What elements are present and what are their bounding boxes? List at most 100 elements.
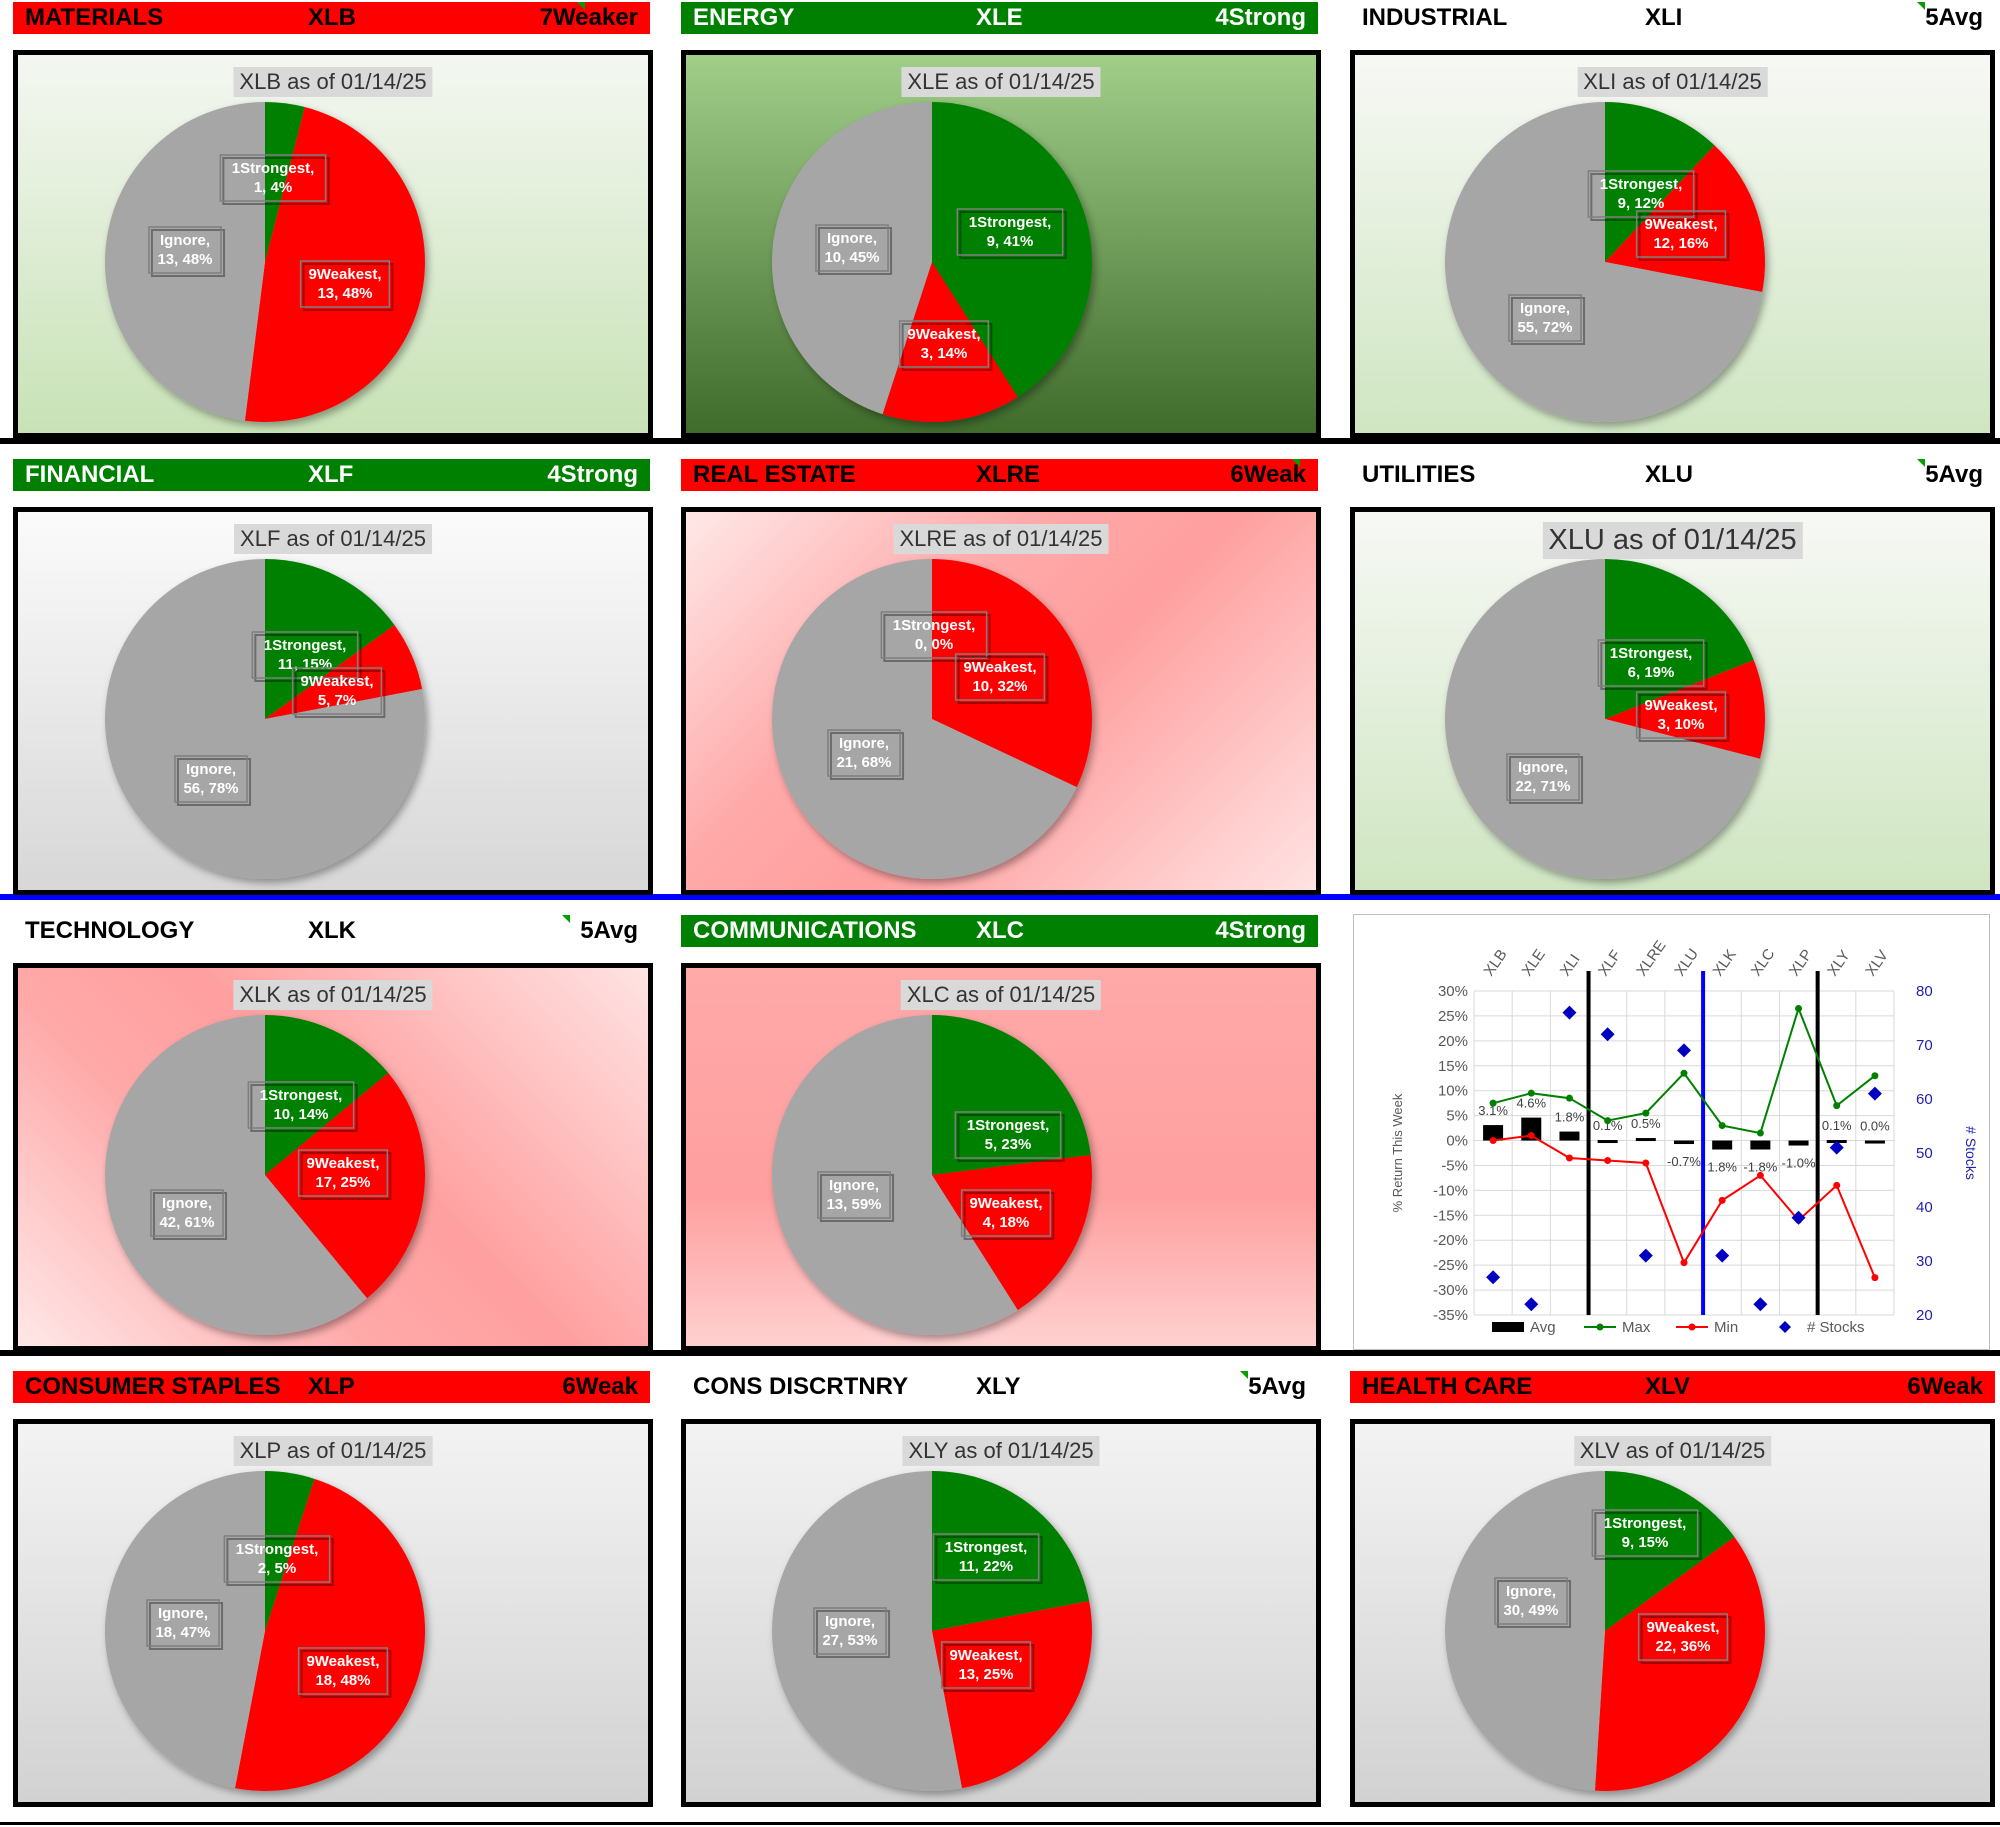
svg-text:Min: Min [1714, 1319, 1738, 1336]
slice-weakest [932, 1154, 1093, 1311]
avg-data-label: 0.1% [1822, 1118, 1852, 1133]
slice-label: 1Strongest, 9, 12% [1587, 170, 1698, 221]
sector-ticker: XLC [976, 917, 1024, 944]
sector-rating: 5Avg [1248, 1373, 1306, 1400]
svg-text:9Weakest,22, 36%: 9Weakest, 22, 36% [1646, 1619, 1719, 1655]
avg-data-label: 1.8% [1707, 1160, 1737, 1175]
slice-weakest [932, 559, 1092, 788]
pie-title: XLB as of 01/14/25 [233, 67, 433, 97]
sector-name: CONSUMER STAPLES [25, 1373, 281, 1400]
slice-weakest [265, 1073, 425, 1299]
slice-strongest [1605, 559, 1754, 719]
y2-tick-label: 80 [1916, 983, 1933, 1000]
slice-ignore [104, 102, 265, 421]
stocks-count-marker [1791, 1210, 1806, 1225]
svg-text:9Weakest,3, 10%: 9Weakest, 3, 10% [1644, 697, 1717, 733]
x-category-label: XLP [1786, 946, 1816, 979]
y2-tick-label: 60 [1916, 1091, 1933, 1108]
y2-tick-label: 30 [1916, 1253, 1933, 1270]
max-point [1527, 1089, 1535, 1097]
pie-chart: 1Strongest, 9, 15% 9Weakest, 22, 36% Ignore,… [1445, 1471, 1765, 1791]
min-point [1527, 1132, 1535, 1140]
comment-indicator [1240, 1371, 1248, 1379]
sector-rating: 5Avg [1925, 4, 1983, 31]
row-separator [0, 1350, 2000, 1356]
sector-header-xlu: UTILITIES XLU 5Avg [1350, 459, 1995, 491]
min-point [1604, 1156, 1612, 1164]
min-point [1489, 1137, 1497, 1145]
svg-text:Ignore,13, 59%: Ignore, 13, 59% [826, 1177, 881, 1213]
svg-text:1Strongest,9, 41%: 1Strongest, 9, 41% [969, 214, 1052, 250]
slice-weakest [235, 1478, 426, 1792]
min-point [1680, 1259, 1688, 1267]
y-axis-title: % Return This Week [1390, 1093, 1405, 1212]
sector-header-xlb: MATERIALS XLB 7Weaker [13, 2, 650, 34]
avg-data-label: 0.5% [1631, 1116, 1661, 1131]
sector-header-xlv: HEALTH CARE XLV 6Weak [1350, 1371, 1995, 1403]
svg-text:9Weakest,4, 18%: 9Weakest, 4, 18% [969, 1195, 1042, 1231]
sector-ticker: XLP [308, 1373, 355, 1400]
avg-bar [1674, 1140, 1694, 1145]
sector-header-xle: ENERGY XLE 4Strong [681, 2, 1318, 34]
y-tick-label: -15% [1433, 1207, 1468, 1224]
y2-tick-label: 40 [1916, 1199, 1933, 1216]
slice-strongest [265, 102, 305, 262]
avg-bar [1483, 1125, 1504, 1141]
pie-title: XLY as of 01/14/25 [902, 1436, 1100, 1466]
sector-ticker: XLY [976, 1373, 1021, 1400]
svg-text:9Weakest,13, 25%: 9Weakest, 13, 25% [949, 1647, 1022, 1683]
slice-label: 1Strongest, 9, 15% [1591, 1509, 1702, 1560]
avg-data-label: -0.7% [1667, 1154, 1701, 1169]
slice-label: Ignore, 27, 53% [813, 1607, 891, 1658]
slice-ignore [1445, 1471, 1605, 1791]
comment-indicator [1917, 459, 1925, 467]
legend-item: Min [1676, 1319, 1738, 1336]
avg-data-label: 0.0% [1860, 1119, 1890, 1134]
slice-strongest [932, 1471, 1090, 1631]
sector-rating: 4Strong [547, 461, 638, 488]
svg-text:Max: Max [1622, 1319, 1651, 1336]
svg-text:1Strongest,2, 5%: 1Strongest, 2, 5% [236, 1541, 319, 1577]
slice-label: 9Weakest, 22, 36% [1637, 1613, 1732, 1664]
max-point [1604, 1117, 1612, 1125]
pie-title: XLI as of 01/14/25 [1577, 67, 1768, 97]
y-tick-label: 0% [1446, 1133, 1468, 1150]
slice-label: 9Weakest, 12, 16% [1635, 210, 1730, 261]
min-point [1565, 1154, 1573, 1162]
sector-header-xlp: CONSUMER STAPLES XLP 6Weak [13, 1371, 650, 1403]
slice-ignore [772, 1471, 962, 1791]
y-tick-label: -5% [1441, 1157, 1468, 1174]
svg-text:Ignore,55, 72%: Ignore, 55, 72% [1517, 300, 1572, 336]
comment-indicator [1292, 459, 1300, 467]
slice-label: 1Strongest, 0, 0% [880, 611, 991, 662]
y2-axis-title: # Stocks [1963, 1126, 1979, 1180]
avg-bar [1521, 1117, 1542, 1141]
sector-name: REAL ESTATE [693, 461, 856, 488]
slice-label: Ignore, 21, 68% [827, 729, 905, 780]
avg-bar [1712, 1140, 1733, 1150]
sector-ticker: XLK [308, 917, 356, 944]
y-tick-label: 5% [1446, 1108, 1468, 1125]
x-category-label: XLRE [1633, 937, 1669, 979]
pie-title: XLK as of 01/14/25 [233, 980, 433, 1010]
svg-text:Ignore,42, 61%: Ignore, 42, 61% [159, 1195, 214, 1231]
sector-rating: 6Weak [1907, 1373, 1983, 1400]
slice-weakest [1594, 1536, 1765, 1791]
svg-text:9Weakest,12, 16%: 9Weakest, 12, 16% [1644, 216, 1717, 252]
sector-name: INDUSTRIAL [1362, 4, 1508, 31]
pie-chart: 1Strongest, 5, 23% 9Weakest, 4, 18% Ignore, 1… [771, 1015, 1093, 1335]
slice-label: Ignore, 42, 61% [150, 1189, 228, 1240]
slice-ignore [771, 559, 1077, 879]
x-category-label: XLB [1480, 946, 1510, 979]
x-category-label: XLC [1748, 946, 1779, 980]
slice-label: Ignore, 18, 47% [146, 1599, 224, 1650]
avg-bar [1864, 1140, 1885, 1144]
slice-ignore [104, 1015, 367, 1335]
slice-label: 1Strongest, 10, 14% [247, 1081, 358, 1132]
avg-data-label: 1.8% [1555, 1110, 1585, 1125]
x-category-label: XLY [1824, 947, 1854, 979]
pie-panel-xlv: XLV as of 01/14/25 1Strongest, 9, 15% 9Weak… [1350, 1419, 1995, 1807]
x-category-label: XLU [1671, 946, 1702, 980]
pie-panel-xlp: XLP as of 01/14/25 1Strongest, 2, 5% 9Weake… [13, 1419, 653, 1807]
y-tick-label: 25% [1438, 1008, 1468, 1025]
